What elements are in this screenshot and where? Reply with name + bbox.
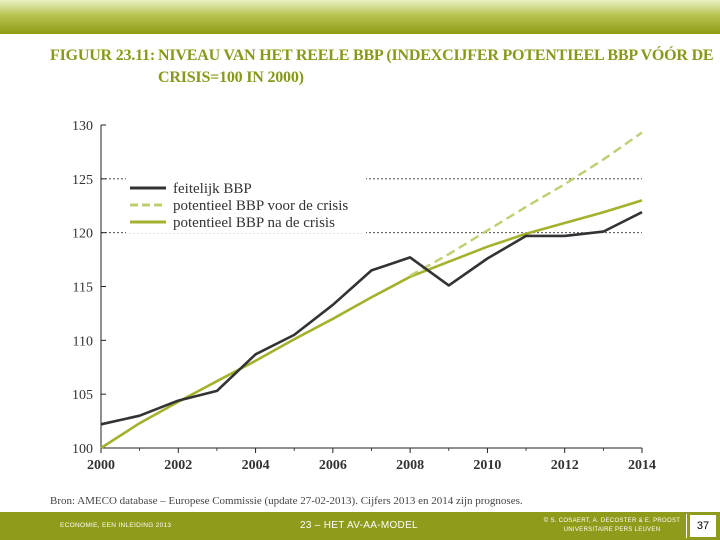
series-line-1 — [409, 131, 643, 277]
page-number: 37 — [690, 515, 716, 537]
y-tick-label-100: 100 — [72, 442, 93, 457]
footer-copyright-authors: © S. COSAERT, A. DECOSTER & E. PROOST — [543, 518, 681, 524]
y-tick-label-105: 105 — [72, 388, 93, 403]
figure-title-line1: NIVEAU VAN HET REELE BBP (INDEXCIJFER PO… — [158, 47, 714, 64]
footer-separator — [686, 514, 687, 538]
series-line-2 — [100, 199, 643, 450]
x-tick-label-2000: 2000 — [87, 458, 115, 473]
legend-label-0: feitelijk BBP — [173, 181, 252, 197]
footer-book-title: ECONOMIE, EEN INLEIDING 2013 — [60, 522, 172, 529]
x-tick-label-2004: 2004 — [242, 458, 270, 473]
legend-label-2: potentieel BBP na de crisis — [173, 215, 335, 231]
footer-copyright: © S. COSAERT, A. DECOSTER & E. PROOST UN… — [537, 517, 687, 535]
figure-title-line2: CRISIS=100 IN 2000) — [158, 69, 304, 86]
footer-chapter-title: 23 – HET AV-AA-MODEL — [300, 520, 418, 531]
footer-copyright-publisher: UNIVERSITAIRE PERS LEUVEN — [563, 527, 661, 533]
x-tick-label-2008: 2008 — [396, 458, 424, 473]
line-chart: 100 105 110 115 120 125 130 2000 2002 2004 2006 200… — [72, 119, 656, 473]
legend-label-1: potentieel BBP voor de crisis — [173, 198, 348, 214]
x-tick-label-2002: 2002 — [164, 458, 192, 473]
series-line-0 — [100, 211, 643, 426]
y-tick-label-125: 125 — [72, 173, 93, 188]
x-tick-label-2012: 2012 — [551, 458, 579, 473]
source-note: Bron: AMECO database – Europese Commissi… — [50, 495, 523, 507]
top-band — [0, 0, 720, 34]
y-tick-label-120: 120 — [72, 227, 93, 242]
y-tick-label-115: 115 — [73, 281, 93, 296]
footer-bar: ECONOMIE, EEN INLEIDING 2013 23 – HET AV… — [0, 512, 720, 540]
x-tick-label-2010: 2010 — [473, 458, 501, 473]
figure-title-prefix: FIGUUR 23.11: — [50, 47, 155, 64]
x-tick-label-2014: 2014 — [628, 458, 656, 473]
y-tick-label-130: 130 — [72, 119, 93, 134]
y-tick-label-110: 110 — [73, 334, 93, 349]
x-tick-label-2006: 2006 — [319, 458, 347, 473]
